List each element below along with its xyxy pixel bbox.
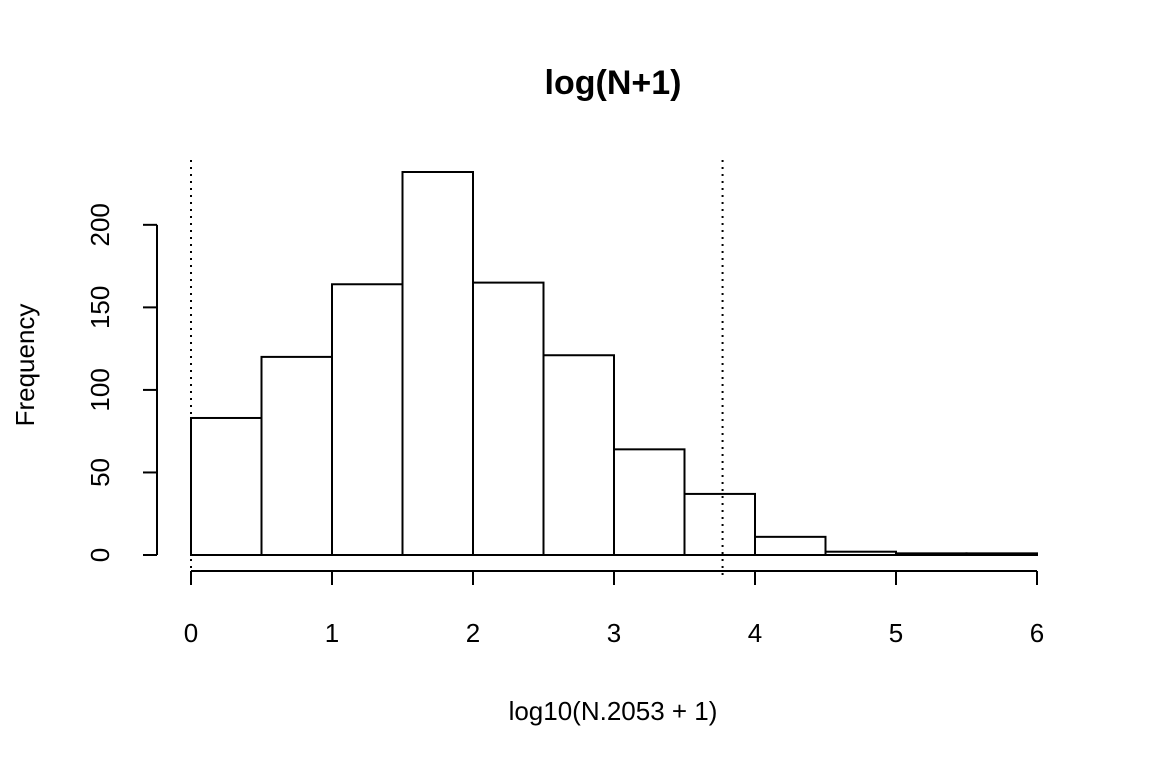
y-axis: 0 50 100 150 200 [85,203,158,562]
histogram-bar [754,535,827,556]
x-tick-label: 4 [748,618,762,648]
histogram-bar [401,171,474,556]
histogram-bar [190,416,263,556]
chart-title: log(N+1) [545,64,682,102]
y-tick-label: 0 [85,548,115,562]
x-tick-label: 6 [1030,618,1044,648]
x-axis: 0 1 2 3 4 5 6 [184,570,1044,648]
y-tick-label: 200 [85,203,115,246]
x-tick-label: 3 [607,618,621,648]
x-axis-label: log10(N.2053 + 1) [509,696,718,726]
x-tick-label: 1 [325,618,339,648]
histogram-bar [824,550,897,557]
x-tick-label: 5 [889,618,903,648]
histogram-bar [331,283,404,556]
bars-group [190,171,1038,557]
y-axis-label: Frequency [10,304,40,427]
histogram-bar [472,281,545,556]
histogram-bar [260,355,333,556]
x-tick-label: 2 [466,618,480,648]
histogram-bar [895,552,968,556]
y-tick-label: 50 [85,458,115,487]
y-tick-label: 150 [85,286,115,329]
x-tick-label: 0 [184,618,198,648]
histogram-bar [965,552,1038,556]
histogram-bar [683,492,756,556]
y-tick-label: 100 [85,368,115,411]
histogram-bar [613,448,686,556]
histogram-bar [542,354,615,556]
